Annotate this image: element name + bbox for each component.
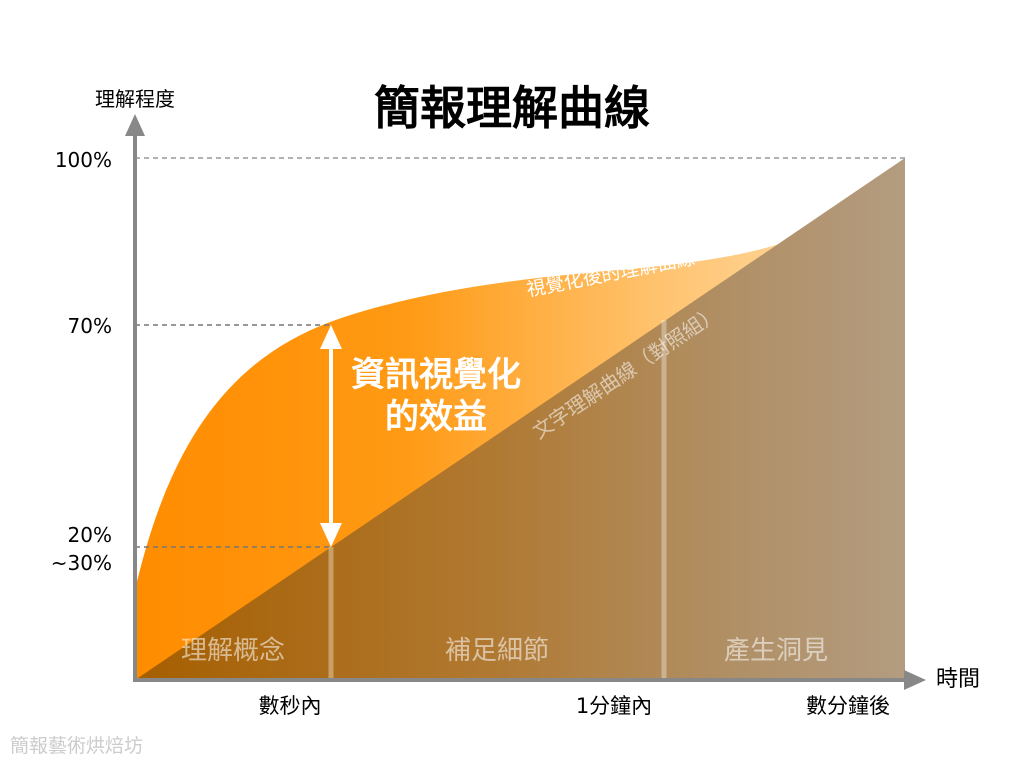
- benefit-label-line2: 的效益: [385, 397, 487, 437]
- watermark: 簡報藝術烘焙坊: [10, 735, 143, 757]
- y-tick-70: 70%: [68, 314, 112, 338]
- x-tick-minutes: 數分鐘後: [806, 694, 890, 718]
- y-tick-100: 100%: [55, 148, 112, 172]
- y-axis-label: 理解程度: [95, 87, 175, 111]
- y-tick-20: 20%: [68, 523, 112, 547]
- y-tick-30: ~30%: [51, 551, 112, 575]
- benefit-arrow-down: [320, 523, 342, 547]
- x-axis-label: 時間: [936, 667, 980, 692]
- x-axis-arrow: [904, 670, 926, 690]
- benefit-arrow-up: [320, 325, 342, 349]
- y-axis-arrow: [125, 114, 145, 136]
- x-tick-seconds: 數秒內: [259, 694, 322, 718]
- text-curve-area: [135, 158, 905, 680]
- diagram-title: 簡報理解曲線: [374, 81, 650, 135]
- phase-label-details: 補足細節: [445, 636, 549, 666]
- phase-label-insight: 產生洞見: [724, 636, 828, 666]
- x-tick-one-minute: 1分鐘內: [576, 694, 652, 718]
- phase-label-concept: 理解概念: [181, 636, 285, 666]
- benefit-label-line1: 資訊視覺化: [351, 355, 521, 395]
